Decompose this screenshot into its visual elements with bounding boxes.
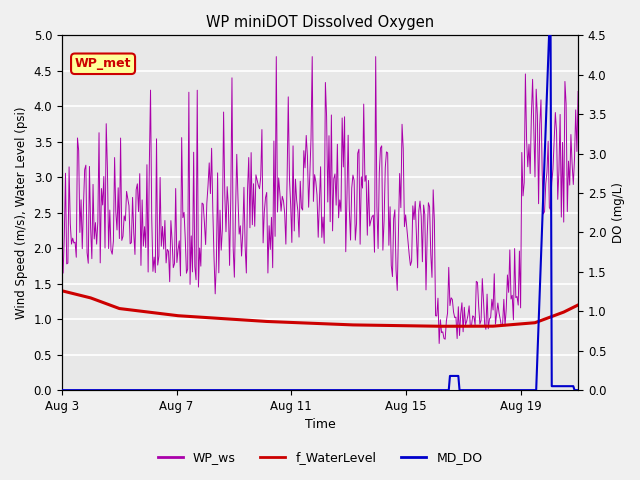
Y-axis label: DO (mg/L): DO (mg/L) [612,182,625,243]
Y-axis label: Wind Speed (m/s), Water Level (psi): Wind Speed (m/s), Water Level (psi) [15,107,28,319]
Legend: WP_ws, f_WaterLevel, MD_DO: WP_ws, f_WaterLevel, MD_DO [152,446,488,469]
Title: WP miniDOT Dissolved Oxygen: WP miniDOT Dissolved Oxygen [206,15,434,30]
Text: WP_met: WP_met [75,57,131,70]
X-axis label: Time: Time [305,419,335,432]
